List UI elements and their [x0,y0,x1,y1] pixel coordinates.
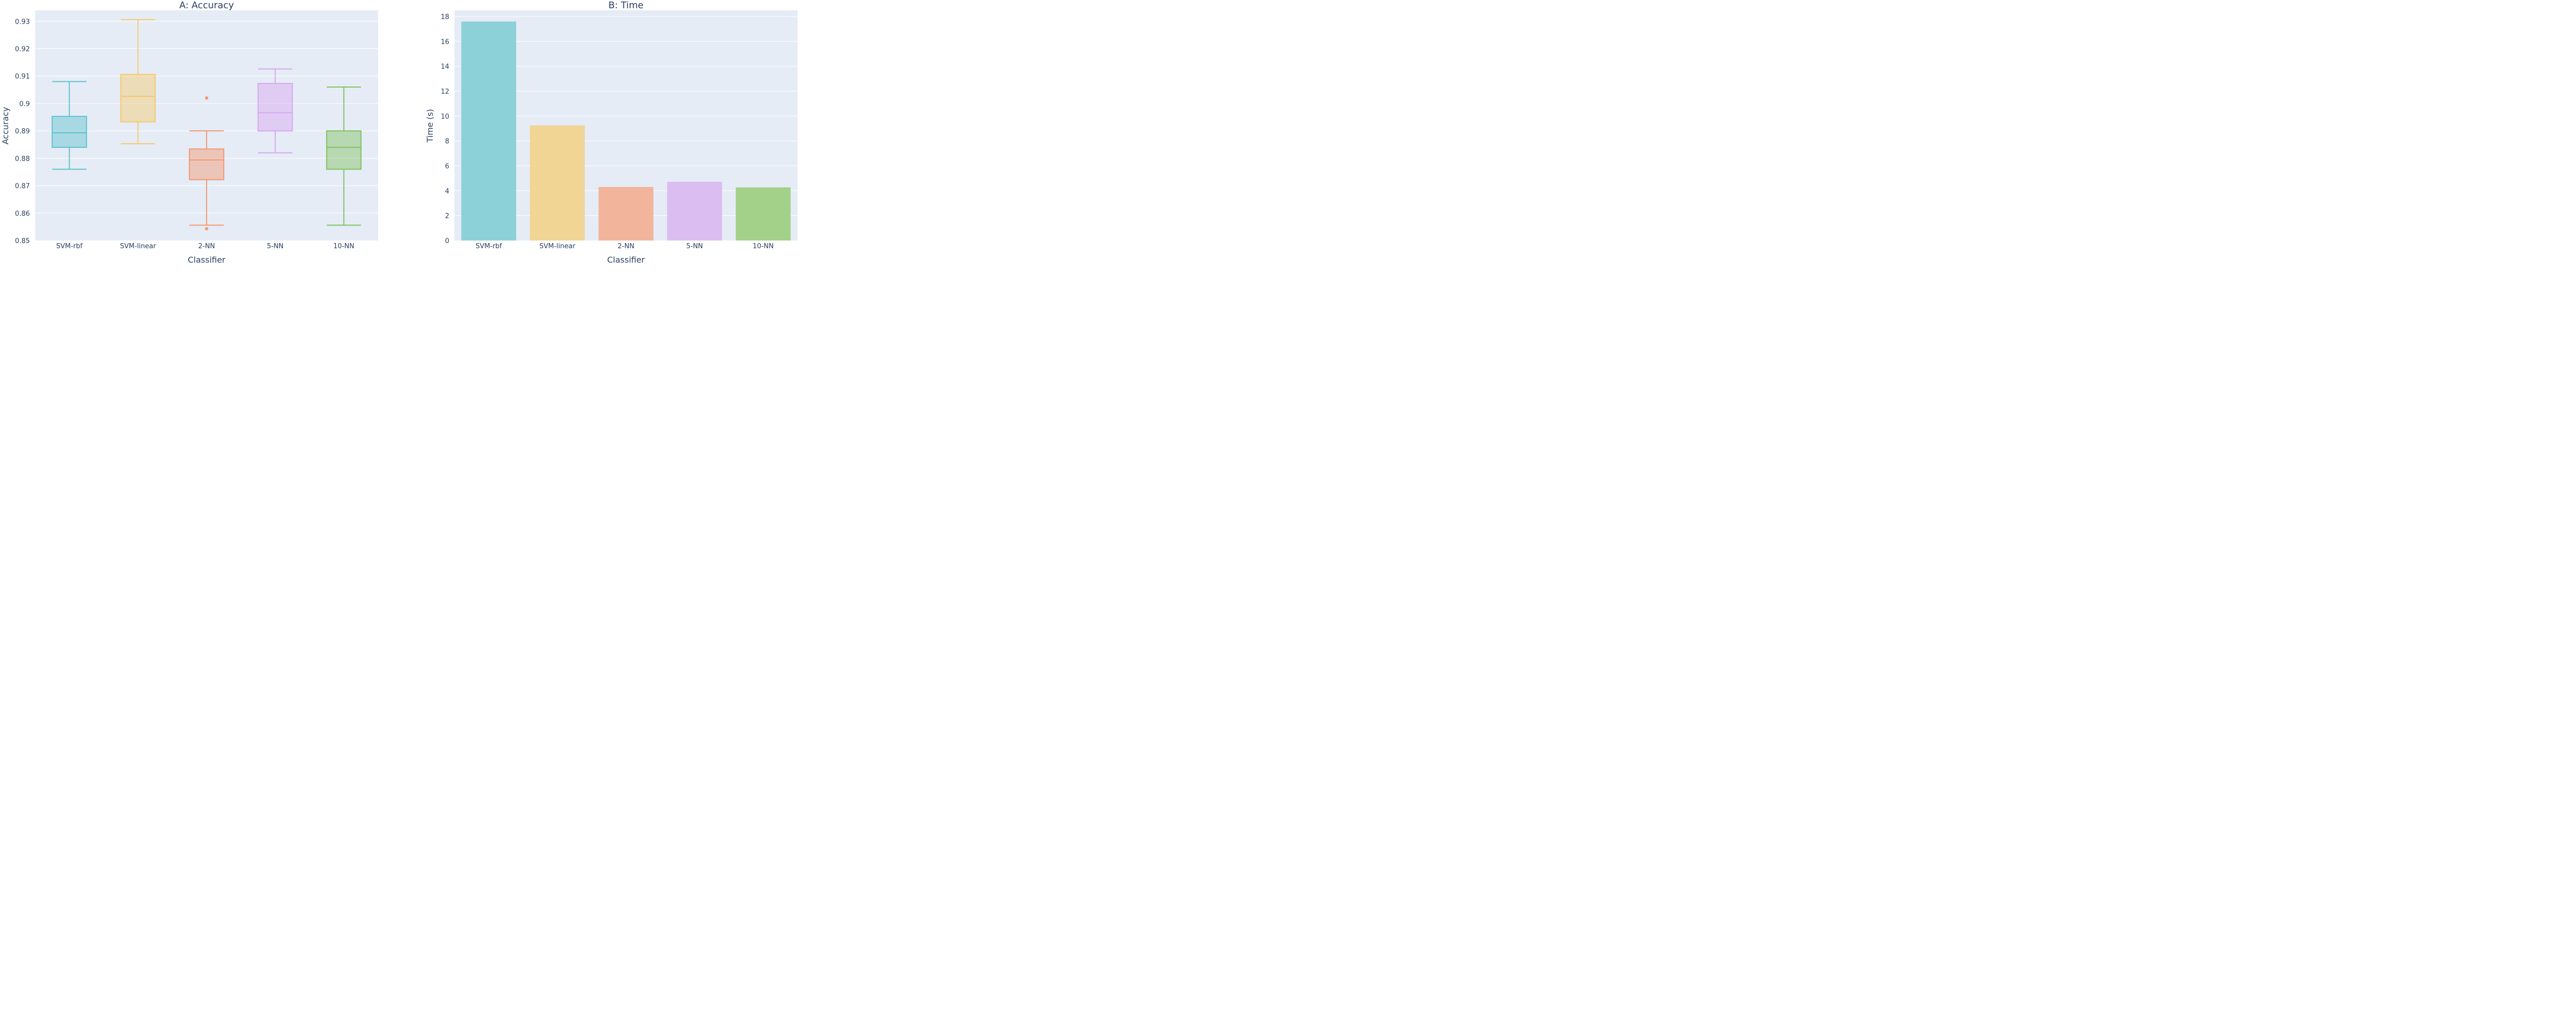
x-tick-label: 5-NN [686,243,703,250]
x-tick-label: 2-NN [618,243,634,250]
y-tick-label: 2 [445,213,449,220]
box-body [52,115,87,148]
accuracy-x-ticks: SVM-rbf SVM-linear 2-NN 5-NN 10-NN [56,243,354,250]
bar-2-nn [598,187,654,241]
y-tick-label: 12 [440,88,449,96]
x-tick-label: SVM-linear [539,243,575,250]
y-tick-label: 0.88 [15,155,30,163]
bar-svm-rbf [461,21,516,241]
outlier-point [205,227,209,231]
x-tick-label: 10-NN [753,243,774,250]
box-body [257,83,293,132]
x-tick-label: SVM-linear [120,243,156,250]
y-tick-label: 0.91 [15,73,30,81]
box-body [326,130,362,170]
accuracy-boxes [52,19,362,231]
x-tick-label: SVM-rbf [476,243,502,250]
y-tick-label: 8 [445,138,449,146]
bar-svm-linear [530,125,585,241]
y-tick-label: 0.86 [15,210,30,218]
y-tick-label: 0.89 [15,128,30,135]
time-bars [461,21,791,241]
time-y-ticks: 0 2 4 6 8 10 12 14 16 18 [440,13,449,245]
outlier-point [205,96,209,100]
accuracy-x-axis-label: Classifier [188,255,225,265]
box-body [120,74,156,123]
y-tick-label: 0.87 [15,183,30,191]
box-svm-rbf [52,81,87,170]
y-tick-label: 14 [440,63,449,71]
x-tick-label: 10-NN [333,243,354,250]
x-tick-label: 5-NN [267,243,283,250]
y-tick-label: 16 [440,38,449,46]
y-tick-label: 0.92 [15,46,30,54]
accuracy-chart-title: A: Accuracy [179,0,234,11]
y-tick-label: 0.85 [15,237,30,245]
accuracy-y-axis-label: Accuracy [1,107,10,144]
y-tick-label: 0.93 [15,18,30,26]
y-tick-label: 4 [445,187,449,195]
accuracy-box-plot: 0.85 0.86 0.87 0.88 0.89 0.9 0.91 0.92 0.93 SVM-… [1,0,378,265]
y-tick-label: 18 [440,13,449,21]
time-y-axis-label: Time (s) [425,109,435,143]
y-tick-label: 0.9 [19,100,30,108]
y-tick-label: 10 [440,113,449,121]
time-chart-title: B: Time [608,0,643,11]
bar-5-nn [667,181,722,241]
time-x-ticks: SVM-rbf SVM-linear 2-NN 5-NN 10-NN [476,243,774,250]
y-tick-label: 0 [445,237,449,245]
x-tick-label: 2-NN [198,243,215,250]
accuracy-y-ticks: 0.85 0.86 0.87 0.88 0.89 0.9 0.91 0.92 0.93 [15,18,30,245]
box-5-nn [257,68,293,153]
box-2-nn [189,96,225,231]
x-tick-label: SVM-rbf [56,243,83,250]
time-x-axis-label: Classifier [607,255,645,265]
figure: 0.85 0.86 0.87 0.88 0.89 0.9 0.91 0.92 0.93 SVM-… [1,0,798,265]
time-bar-chart: 0 2 4 6 8 10 12 14 16 18 SVM-rbf SVM-linear 2-NN 5-N… [425,0,798,265]
y-tick-label: 6 [445,163,449,170]
bar-10-nn [736,187,791,241]
box-svm-linear [120,19,156,145]
box-body [189,148,225,180]
box-10-nn [326,87,362,226]
